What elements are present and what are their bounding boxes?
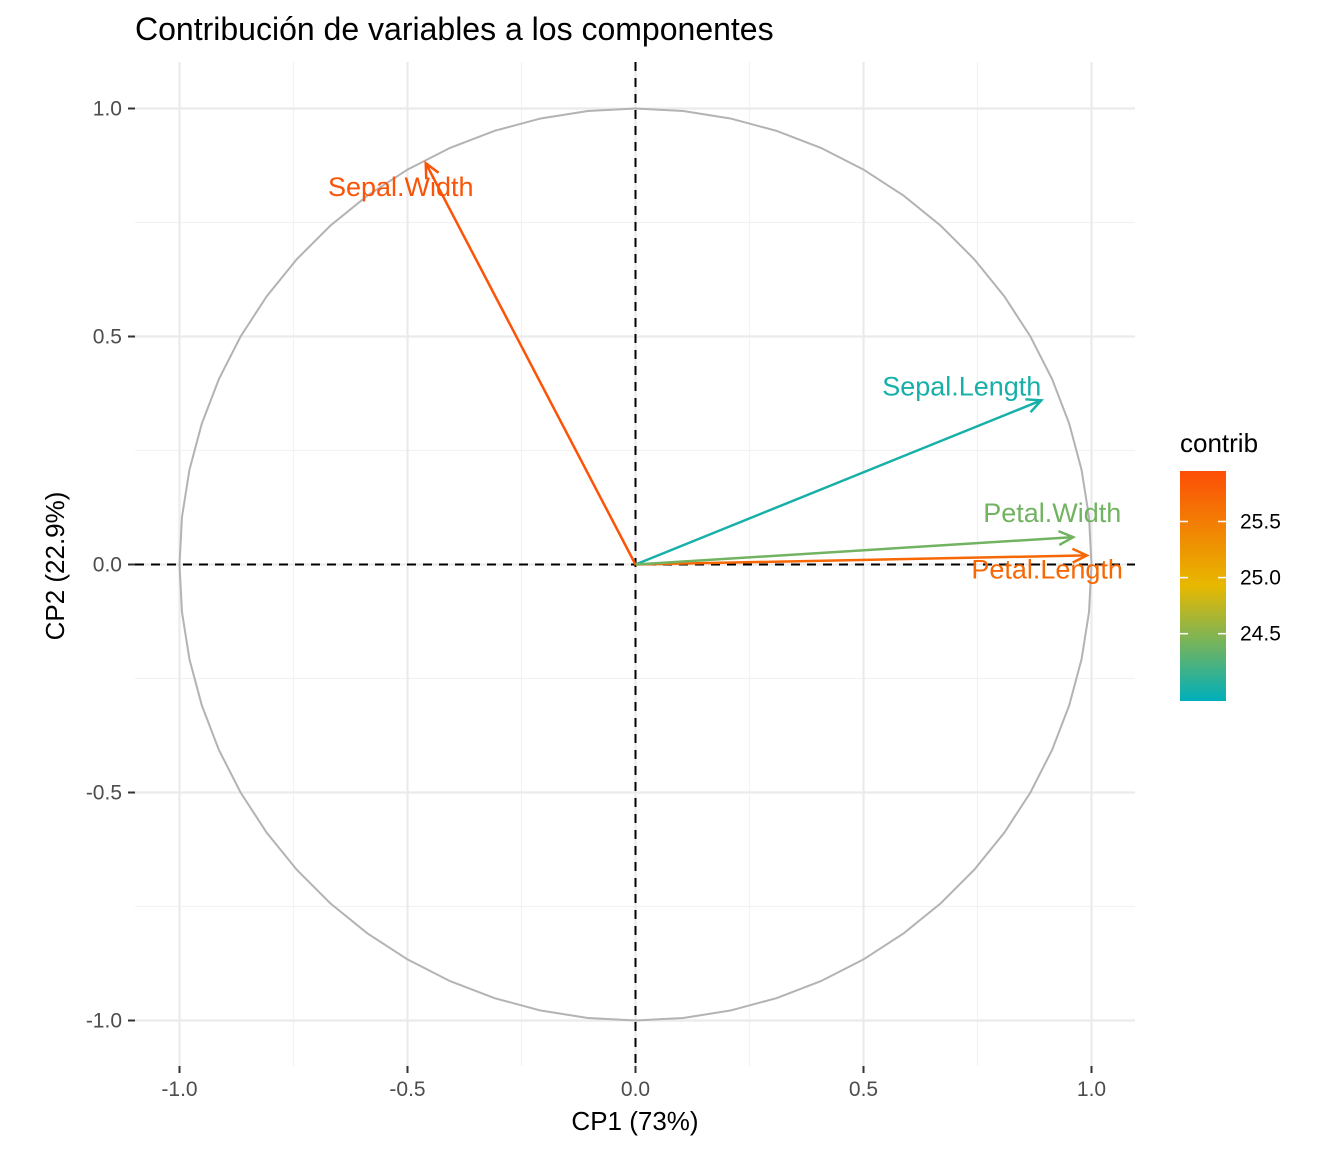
label-petal-length: Petal.Length: [971, 554, 1123, 584]
legend-tick-label: 25.5: [1240, 510, 1281, 533]
y-tick-label: 1.0: [93, 98, 122, 121]
arrowhead-sepal-length: [1025, 398, 1045, 414]
legend-title: contrib: [1180, 428, 1258, 458]
label-sepal-width: Sepal.Width: [328, 172, 474, 202]
x-axis: -1.0 -0.5 0.0 0.5 1.0: [161, 1066, 1106, 1101]
x-tick-label: -1.0: [161, 1078, 197, 1101]
y-axis-title: CP2 (22.9%): [40, 492, 70, 641]
variable-arrows: [424, 160, 1090, 566]
arrow-petal-width: [635, 535, 1074, 566]
arrowhead-petal-width: [1057, 529, 1077, 547]
arrowhead-sepal-width: [424, 160, 440, 180]
y-tick-label: -1.0: [86, 1010, 122, 1033]
legend-ticks: 25.5 25.0 24.5: [1180, 510, 1281, 646]
x-tick-label: 0.0: [621, 1078, 650, 1101]
legend-tick-label: 25.0: [1240, 567, 1281, 590]
x-axis-title: CP1 (73%): [571, 1106, 698, 1136]
y-tick-label: -0.5: [86, 782, 122, 805]
y-tick-label: 0.5: [93, 326, 122, 349]
legend: contrib 25.5 25.0 24.5: [1180, 428, 1281, 701]
unit-circle: [178, 107, 1093, 1022]
arrow-sepal-width: [424, 162, 637, 566]
arrowhead-petal-length: [1071, 547, 1090, 564]
arrow-petal-length: [635, 554, 1087, 566]
x-tick-label: -0.5: [389, 1078, 425, 1101]
label-petal-width: Petal.Width: [983, 498, 1121, 528]
label-sepal-length: Sepal.Length: [882, 371, 1041, 401]
x-tick-label: 1.0: [1077, 1078, 1106, 1101]
x-tick-label: 0.5: [849, 1078, 878, 1101]
variable-labels: Sepal.Length Sepal.Width Petal.Length Petal…: [328, 172, 1123, 584]
chart-title: Contribución de variables a los componen…: [135, 11, 774, 47]
legend-tick-label: 24.5: [1240, 623, 1281, 646]
arrow-sepal-length: [635, 399, 1042, 566]
legend-colorbar: [1180, 471, 1226, 701]
plot-panel: Sepal.Length Sepal.Width Petal.Length Petal…: [135, 62, 1135, 1066]
y-tick-label: 0.0: [93, 554, 122, 577]
y-axis: -1.0 -0.5 0.0 0.5 1.0: [86, 98, 135, 1033]
